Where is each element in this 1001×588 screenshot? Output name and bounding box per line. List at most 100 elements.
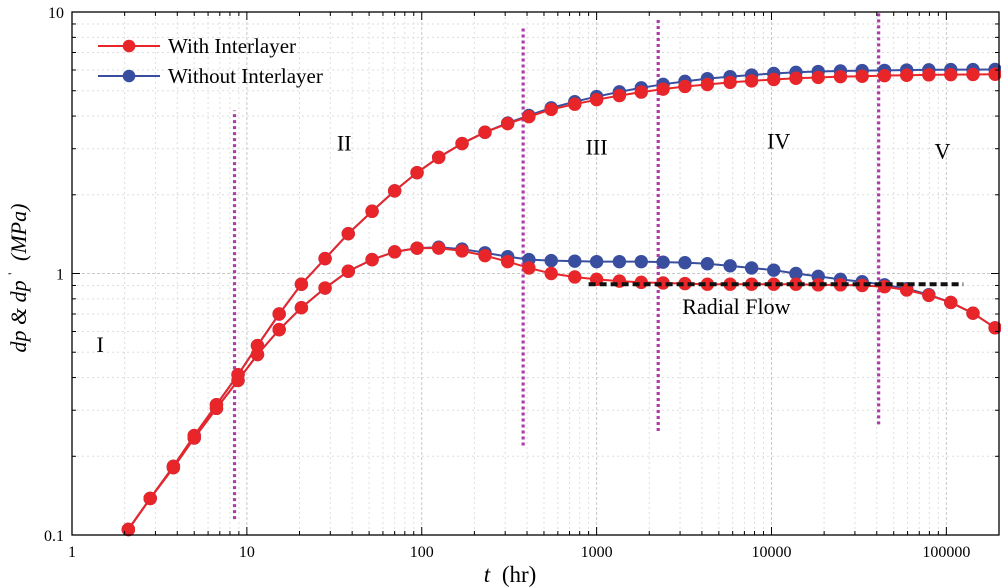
without-interlayer-derivative-point	[612, 254, 627, 269]
x-tick-label: 1	[68, 544, 76, 561]
legend: With Interlayer Without Interlayer	[98, 34, 323, 88]
without-interlayer-derivative-point	[744, 261, 759, 275]
y-axis-label-main: dp & dp	[6, 280, 31, 352]
without-interlayer-derivative-point	[767, 263, 781, 277]
with-interlayer-pressure-point	[700, 77, 715, 92]
with-interlayer-derivative-point	[410, 241, 424, 255]
annotation-label: IV	[767, 129, 790, 154]
annotation-label: III	[586, 135, 608, 160]
with-interlayer-pressure-point	[387, 184, 402, 198]
with-interlayer-derivative-point	[544, 266, 558, 281]
with-interlayer-derivative-point	[250, 347, 265, 362]
legend-without-interlayer-marker	[122, 69, 136, 83]
x-tick-label: 100000	[922, 544, 970, 561]
annotation-label: II	[337, 131, 352, 156]
without-interlayer-derivative-point	[656, 255, 670, 269]
with-interlayer-pressure-point	[500, 116, 515, 131]
legend-with-interlayer-marker	[122, 39, 136, 53]
region-boundaries	[232, 12, 881, 520]
with-interlayer-derivative-point	[365, 252, 379, 267]
with-interlayer-pressure-point	[410, 165, 424, 180]
with-interlayer-pressure-point	[877, 68, 892, 83]
with-interlayer-derivative-point	[944, 295, 958, 310]
with-interlayer-pressure-point	[634, 85, 648, 99]
y-axis-label-prime: '	[5, 272, 20, 274]
series	[121, 62, 1001, 537]
annotation-label: Radial Flow	[682, 294, 790, 319]
with-interlayer-pressure-point	[341, 226, 355, 241]
with-interlayer-pressure-point	[966, 67, 980, 82]
with-interlayer-pressure-line	[127, 73, 996, 531]
x-tick-label: 10000	[751, 544, 791, 561]
with-interlayer-derivative-point	[478, 248, 492, 263]
without-interlayer-derivative-point	[589, 254, 604, 269]
with-interlayer-pressure-point	[544, 102, 558, 117]
with-interlayer-derivative-point	[143, 491, 157, 506]
with-interlayer-derivative-point	[522, 261, 536, 275]
without-interlayer-derivative-point	[544, 253, 558, 268]
with-interlayer-derivative-point	[341, 264, 355, 278]
with-interlayer-pressure-point	[811, 70, 825, 85]
with-interlayer-pressure-point	[922, 68, 936, 82]
x-tick-label: 10	[239, 544, 255, 561]
with-interlayer-pressure-point	[988, 67, 1001, 81]
with-interlayer-pressure-point	[294, 277, 309, 291]
with-interlayer-derivative-point	[209, 401, 224, 416]
with-interlayer-pressure-point	[589, 92, 604, 107]
x-axis-label: t (hr)	[484, 562, 537, 587]
with-interlayer-pressure-point	[431, 150, 446, 165]
with-interlayer-pressure-point	[656, 82, 670, 96]
with-interlayer-derivative-point	[922, 288, 936, 303]
with-interlayer-derivative-point	[187, 431, 201, 445]
with-interlayer-pressure-point	[899, 68, 914, 82]
without-interlayer-derivative-point	[568, 254, 582, 268]
with-interlayer-pressure-point	[723, 75, 737, 90]
x-tick-label: 1000	[581, 544, 613, 561]
with-interlayer-derivative-point	[431, 241, 446, 255]
legend-without-interlayer-label: Without Interlayer	[168, 64, 323, 88]
with-interlayer-pressure-point	[455, 136, 469, 151]
with-interlayer-pressure-point	[318, 251, 332, 266]
with-interlayer-derivative-point	[294, 300, 309, 315]
with-interlayer-derivative-line	[127, 247, 996, 531]
y-tick-label: 0.1	[44, 528, 64, 545]
with-interlayer-pressure-point	[944, 67, 958, 82]
annotation-label: I	[97, 332, 104, 357]
without-interlayer-derivative-point	[723, 259, 737, 273]
with-interlayer-derivative-point	[455, 244, 469, 258]
without-interlayer-derivative-point	[700, 257, 715, 271]
with-interlayer-derivative-point	[500, 254, 515, 269]
with-interlayer-derivative-point	[121, 522, 136, 537]
with-interlayer-derivative-point	[231, 373, 245, 388]
y-tick-label: 1	[56, 267, 64, 284]
with-interlayer-pressure-point	[478, 125, 492, 139]
x-axis-label-unit: (hr)	[502, 562, 536, 587]
with-interlayer-pressure-point	[833, 69, 848, 84]
x-axis-label-var: t	[484, 562, 491, 587]
with-interlayer-pressure-point	[522, 109, 536, 124]
with-interlayer-derivative-point	[988, 321, 1001, 335]
x-tick-label: 100	[410, 544, 434, 561]
with-interlayer-pressure-point	[855, 69, 869, 83]
y-axis-label-unit: (MPa)	[6, 204, 31, 261]
without-interlayer-pressure-line	[127, 68, 996, 531]
with-interlayer-pressure-point	[365, 204, 379, 218]
legend-with-interlayer-label: With Interlayer	[168, 34, 296, 58]
with-interlayer-pressure-point	[678, 79, 692, 94]
without-interlayer-derivative-point	[678, 255, 692, 270]
without-interlayer-derivative-point	[634, 254, 648, 269]
y-axis-label: dp & dp ' (MPa)	[0, 204, 31, 353]
with-interlayer-derivative-point	[387, 245, 402, 259]
with-interlayer-pressure-point	[789, 71, 803, 85]
y-tick-label: 10	[48, 5, 64, 22]
with-interlayer-pressure-point	[744, 74, 759, 88]
with-interlayer-derivative-point	[966, 306, 980, 320]
with-interlayer-derivative-point	[318, 281, 332, 295]
with-interlayer-derivative-point	[899, 283, 914, 297]
with-interlayer-pressure-point	[767, 72, 781, 87]
with-interlayer-pressure-point	[612, 88, 627, 103]
with-interlayer-derivative-point	[166, 460, 181, 475]
